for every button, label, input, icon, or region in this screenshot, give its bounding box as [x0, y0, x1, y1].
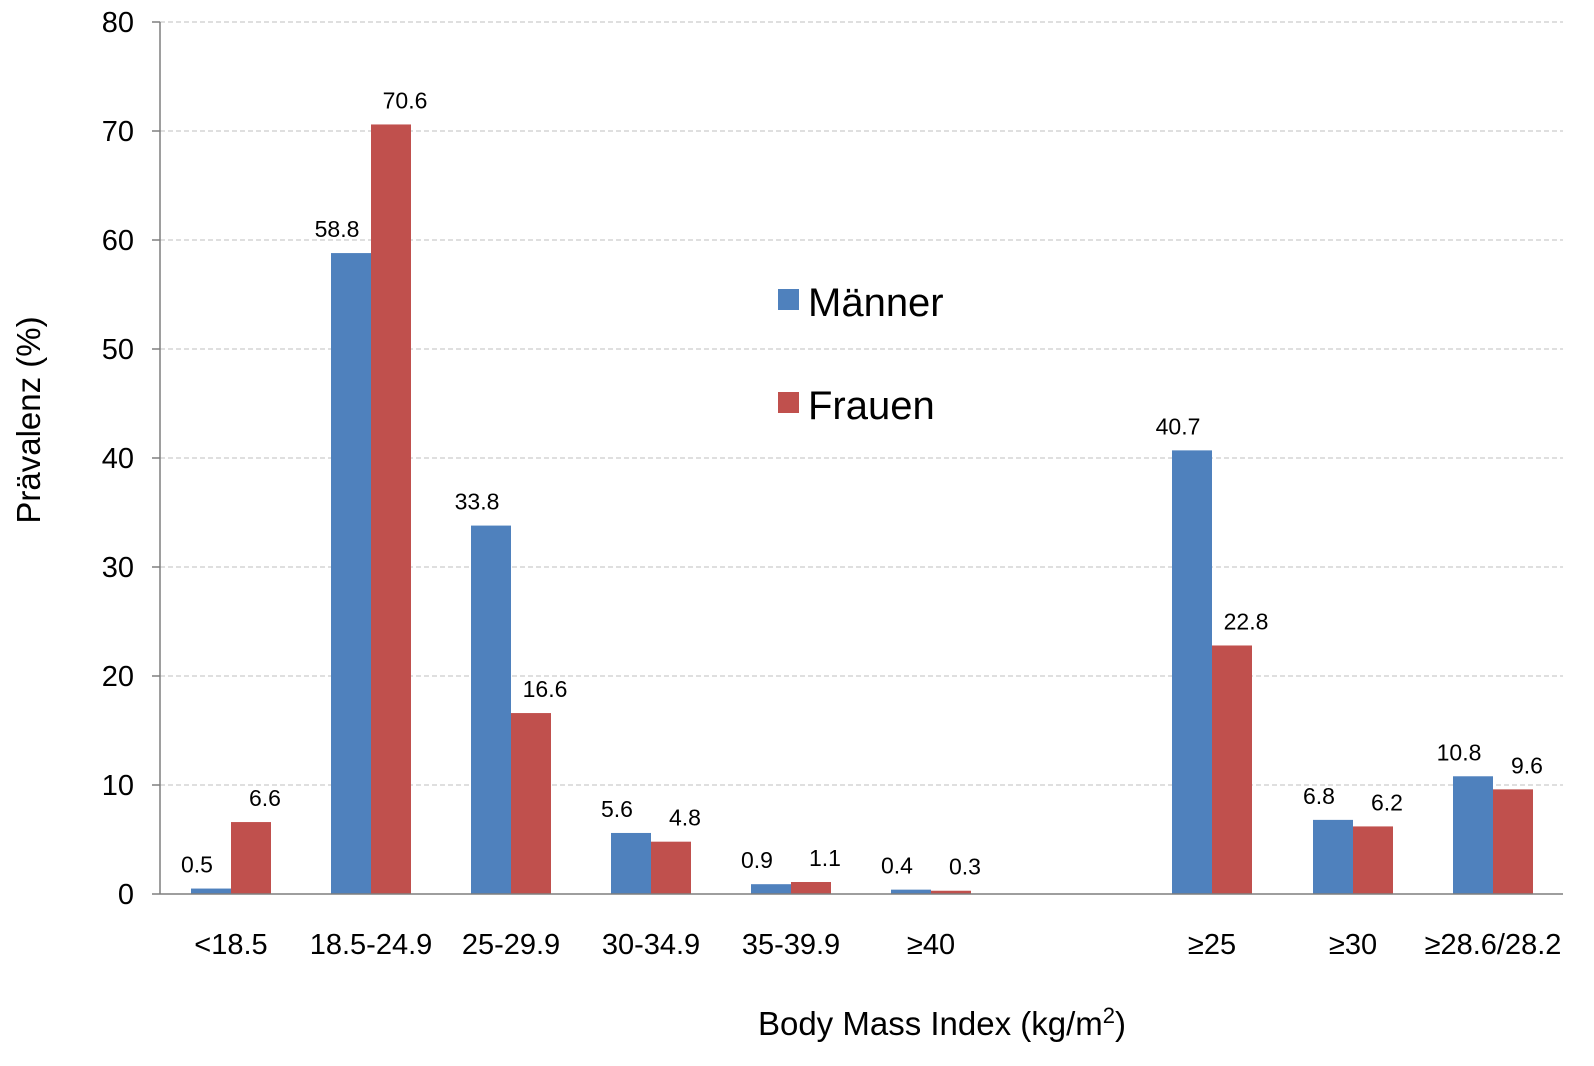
y-tick-label: 40 [102, 443, 134, 475]
data-label: 6.8 [1303, 783, 1335, 809]
data-label: 16.6 [523, 676, 568, 702]
axes: 0 10 20 30 40 50 60 70 80 <18.5 18.5-24.9 25-29.9 30… [102, 7, 1563, 961]
bar-maenner [1453, 776, 1493, 894]
y-tick-label: 80 [102, 7, 134, 39]
x-category-label: 35-39.9 [742, 929, 840, 961]
bar-frauen [1353, 826, 1393, 894]
data-label: 9.6 [1511, 752, 1543, 778]
bar-maenner [1172, 450, 1212, 894]
x-category-label: ≥25 [1188, 929, 1236, 961]
data-label: 0.3 [949, 854, 981, 880]
data-label: 5.6 [601, 796, 633, 822]
bar-frauen [1212, 645, 1252, 894]
y-tick-label: 10 [102, 770, 134, 802]
x-axis-title-text: Body Mass Index (kg/m [758, 1005, 1103, 1042]
bar-frauen [511, 713, 551, 894]
x-axis-title-close: ) [1115, 1005, 1126, 1042]
data-label: 0.9 [741, 847, 773, 873]
y-axis-title: Prävalenz (%) [10, 316, 47, 523]
data-label: 10.8 [1437, 739, 1482, 765]
x-category-label: ≥28.6/28.2 [1425, 929, 1562, 961]
data-label: 6.2 [1371, 789, 1403, 815]
y-tick-label: 30 [102, 552, 134, 584]
bar-frauen [231, 822, 271, 894]
x-category-label: ≥40 [907, 929, 955, 961]
bar-maenner [891, 889, 931, 894]
data-label: 22.8 [1224, 608, 1269, 634]
bar-maenner [191, 888, 231, 894]
data-label: 1.1 [809, 845, 841, 871]
y-tick-label: 60 [102, 225, 134, 257]
data-label: 33.8 [455, 489, 500, 515]
bar-frauen [651, 841, 691, 894]
x-axis-title-superscript: 2 [1103, 1003, 1115, 1028]
legend-swatch [778, 289, 799, 310]
y-tick-label: 70 [102, 116, 134, 148]
bars [191, 124, 1533, 894]
legend: Männer Frauen [778, 281, 944, 428]
data-label: 0.4 [881, 853, 913, 879]
x-axis-title: Body Mass Index (kg/m2) [758, 1003, 1126, 1042]
legend-swatch [778, 392, 799, 413]
bar-maenner [1313, 819, 1353, 894]
data-labels: 0.5 6.6 58.8 70.6 33.8 16.6 5.6 4.8 0.9 1.1 0.4 0.3… [181, 87, 1543, 879]
y-tick-label: 20 [102, 661, 134, 693]
data-label: 40.7 [1156, 413, 1201, 439]
legend-label: Männer [808, 281, 944, 325]
bar-maenner [471, 525, 511, 894]
x-category-label: 18.5-24.9 [310, 929, 433, 961]
bar-maenner [331, 253, 371, 894]
data-label: 70.6 [383, 87, 428, 113]
data-label: 4.8 [669, 805, 701, 831]
data-label: 6.6 [249, 785, 281, 811]
data-label: 58.8 [315, 216, 360, 242]
y-tick-label: 0 [118, 879, 134, 911]
x-category-label: ≥30 [1329, 929, 1377, 961]
x-category-label: <18.5 [194, 929, 267, 961]
legend-label: Frauen [808, 384, 935, 428]
x-category-label: 30-34.9 [602, 929, 700, 961]
bar-maenner [751, 884, 791, 894]
bar-maenner [611, 832, 651, 894]
bar-frauen [371, 124, 411, 894]
y-tick-label: 50 [102, 334, 134, 366]
bar-frauen [931, 890, 971, 894]
bar-frauen [791, 882, 831, 894]
bar-frauen [1493, 789, 1533, 894]
data-label: 0.5 [181, 852, 213, 878]
x-category-label: 25-29.9 [462, 929, 560, 961]
